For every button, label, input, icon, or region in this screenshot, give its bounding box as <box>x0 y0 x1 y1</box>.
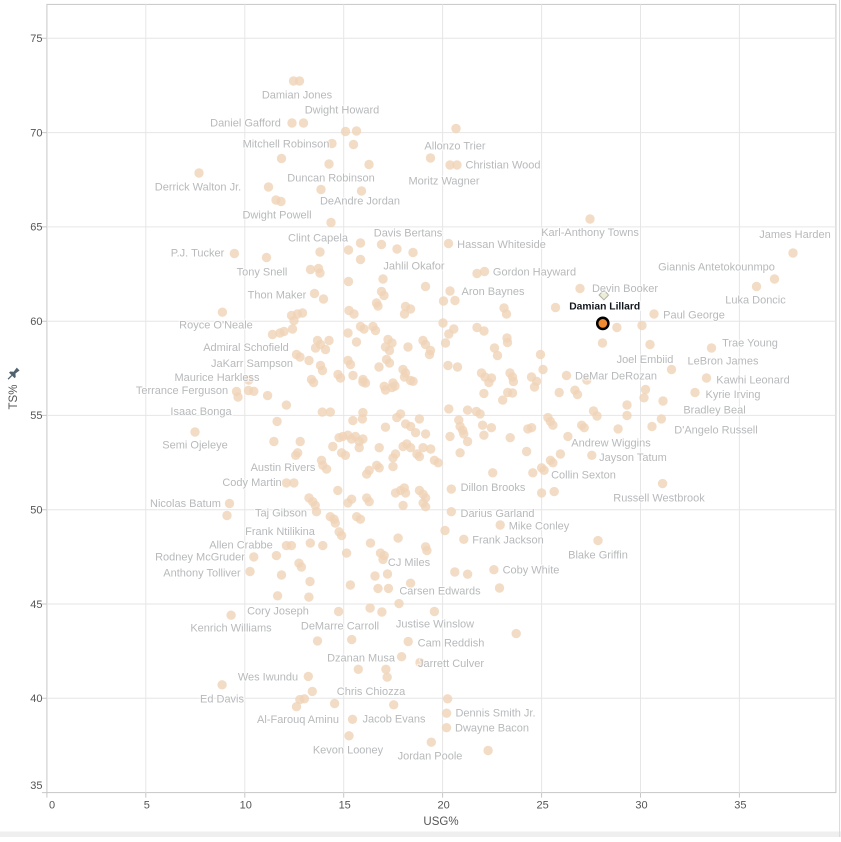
svg-text:15: 15 <box>339 800 351 812</box>
svg-text:35: 35 <box>30 780 42 792</box>
svg-text:P.J. Tucker: P.J. Tucker <box>171 248 225 260</box>
svg-text:Kevon Looney: Kevon Looney <box>313 745 384 757</box>
svg-text:Hassan Whiteside: Hassan Whiteside <box>457 239 546 251</box>
svg-text:DeMarre Carroll: DeMarre Carroll <box>301 621 379 633</box>
svg-text:65: 65 <box>30 222 42 234</box>
svg-text:Terrance Ferguson: Terrance Ferguson <box>136 385 228 397</box>
svg-text:Davis Bertans: Davis Bertans <box>374 228 443 240</box>
svg-text:Chris Chiozza: Chris Chiozza <box>337 686 406 698</box>
svg-text:Cam Reddish: Cam Reddish <box>418 638 485 650</box>
svg-text:Justise Winslow: Justise Winslow <box>396 619 474 631</box>
svg-text:Ed Davis: Ed Davis <box>200 694 245 706</box>
svg-text:Al-Farouq Aminu: Al-Farouq Aminu <box>257 714 339 726</box>
svg-text:Bradley Beal: Bradley Beal <box>683 405 745 417</box>
svg-text:Dwight Howard: Dwight Howard <box>305 105 380 117</box>
svg-text:Aron Baynes: Aron Baynes <box>462 286 525 298</box>
svg-text:Maurice Harkless: Maurice Harkless <box>175 372 260 384</box>
svg-text:Mike Conley: Mike Conley <box>509 521 570 533</box>
svg-text:Devin Booker: Devin Booker <box>592 283 658 295</box>
svg-text:Jordan Poole: Jordan Poole <box>398 751 463 763</box>
svg-text:Christian Wood: Christian Wood <box>466 160 541 172</box>
svg-text:Frank Jackson: Frank Jackson <box>472 535 544 547</box>
svg-text:Dzanan Musa: Dzanan Musa <box>327 653 396 665</box>
svg-text:Anthony Tolliver: Anthony Tolliver <box>163 568 241 580</box>
svg-text:TS%: TS% <box>8 385 20 410</box>
svg-text:Rodney McGruder: Rodney McGruder <box>155 552 245 564</box>
svg-text:Cory Joseph: Cory Joseph <box>247 606 309 618</box>
svg-text:Trae Young: Trae Young <box>722 338 778 350</box>
svg-text:Allen Crabbe: Allen Crabbe <box>209 540 273 552</box>
svg-text:10: 10 <box>240 800 252 812</box>
svg-text:Royce O'Neale: Royce O'Neale <box>179 320 253 332</box>
svg-text:JaKarr Sampson: JaKarr Sampson <box>211 358 293 370</box>
svg-text:Jahlil Okafor: Jahlil Okafor <box>383 261 444 273</box>
svg-text:Derrick Walton Jr.: Derrick Walton Jr. <box>155 182 241 194</box>
svg-text:5: 5 <box>144 800 150 812</box>
svg-text:Kawhi Leonard: Kawhi Leonard <box>716 375 789 387</box>
svg-text:CJ Miles: CJ Miles <box>388 557 431 569</box>
svg-text:Damian Jones: Damian Jones <box>262 90 333 102</box>
svg-text:Collin Sexton: Collin Sexton <box>551 470 616 482</box>
svg-text:Damian Lillard: Damian Lillard <box>569 302 640 313</box>
svg-text:20: 20 <box>437 800 449 812</box>
svg-text:Giannis Antetokounmpo: Giannis Antetokounmpo <box>658 262 775 274</box>
svg-text:50: 50 <box>30 505 42 517</box>
svg-text:Moritz Wagner: Moritz Wagner <box>408 176 479 188</box>
svg-text:Karl-Anthony Towns: Karl-Anthony Towns <box>541 227 639 239</box>
svg-text:LeBron James: LeBron James <box>688 356 759 368</box>
svg-text:Semi Ojeleye: Semi Ojeleye <box>162 440 227 452</box>
svg-text:Jayson Tatum: Jayson Tatum <box>599 452 667 464</box>
svg-text:Nicolas Batum: Nicolas Batum <box>150 498 221 510</box>
svg-text:75: 75 <box>30 33 42 45</box>
svg-text:Duncan Robinson: Duncan Robinson <box>287 173 374 185</box>
svg-text:Isaac Bonga: Isaac Bonga <box>170 406 232 418</box>
svg-text:DeAndre Jordan: DeAndre Jordan <box>320 196 400 208</box>
svg-text:Taj Gibson: Taj Gibson <box>255 508 307 520</box>
svg-text:Frank Ntilikina: Frank Ntilikina <box>245 526 316 538</box>
svg-text:Blake Griffin: Blake Griffin <box>568 550 628 562</box>
svg-text:Daniel Gafford: Daniel Gafford <box>210 118 281 130</box>
svg-text:45: 45 <box>30 599 42 611</box>
svg-text:Cody Martin: Cody Martin <box>222 477 281 489</box>
svg-text:Allonzo Trier: Allonzo Trier <box>424 141 485 153</box>
svg-text:70: 70 <box>30 127 42 139</box>
svg-text:55: 55 <box>30 410 42 422</box>
svg-text:Gordon Hayward: Gordon Hayward <box>493 267 576 279</box>
svg-text:Kenrich Williams: Kenrich Williams <box>190 623 272 635</box>
svg-text:Dillon Brooks: Dillon Brooks <box>461 482 526 494</box>
svg-text:0: 0 <box>49 800 55 812</box>
svg-text:30: 30 <box>635 800 647 812</box>
svg-text:35: 35 <box>734 800 746 812</box>
svg-text:Dwight Powell: Dwight Powell <box>242 210 311 222</box>
svg-text:60: 60 <box>30 316 42 328</box>
svg-text:Jacob Evans: Jacob Evans <box>363 714 426 726</box>
svg-text:Dennis Smith Jr.: Dennis Smith Jr. <box>455 708 535 720</box>
svg-text:Paul George: Paul George <box>663 310 725 322</box>
svg-text:Austin Rivers: Austin Rivers <box>251 462 316 474</box>
svg-text:James Harden: James Harden <box>759 229 831 241</box>
svg-text:Luka Doncic: Luka Doncic <box>725 295 786 307</box>
svg-text:Darius Garland: Darius Garland <box>461 508 535 520</box>
svg-text:Russell Westbrook: Russell Westbrook <box>613 493 705 505</box>
svg-text:Dwayne Bacon: Dwayne Bacon <box>455 723 529 735</box>
svg-text:Admiral Schofield: Admiral Schofield <box>203 342 289 354</box>
svg-text:Jarrett Culver: Jarrett Culver <box>418 658 484 670</box>
svg-text:Kyrie Irving: Kyrie Irving <box>705 389 760 401</box>
svg-text:Clint Capela: Clint Capela <box>288 233 349 245</box>
svg-text:D'Angelo Russell: D'Angelo Russell <box>674 425 757 437</box>
svg-text:Carsen Edwards: Carsen Edwards <box>399 586 481 598</box>
svg-text:Tony Snell: Tony Snell <box>237 267 288 279</box>
svg-text:Andrew Wiggins: Andrew Wiggins <box>571 438 651 450</box>
svg-text:Thon Maker: Thon Maker <box>248 290 307 302</box>
svg-text:Coby White: Coby White <box>503 565 560 577</box>
svg-text:40: 40 <box>30 693 42 705</box>
svg-text:USG%: USG% <box>423 816 458 828</box>
svg-text:Wes Iwundu: Wes Iwundu <box>238 672 298 684</box>
svg-text:Mitchell Robinson: Mitchell Robinson <box>243 139 330 151</box>
svg-text:25: 25 <box>536 800 548 812</box>
svg-text:Joel Embiid: Joel Embiid <box>617 354 674 366</box>
svg-text:DeMar DeRozan: DeMar DeRozan <box>575 371 657 383</box>
